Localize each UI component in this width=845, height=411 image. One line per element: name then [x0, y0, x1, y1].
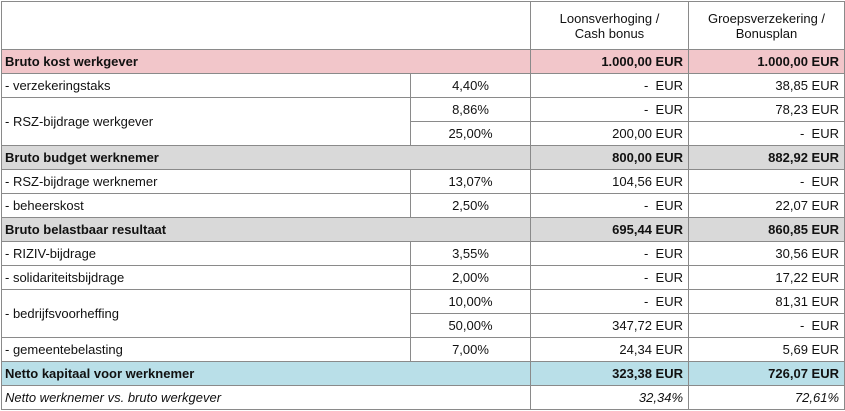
row-label: - beheerskost [1, 193, 411, 218]
loonsverhoging-value: - EUR [530, 241, 689, 266]
groepsverzekering-value: 860,85 EUR [688, 217, 845, 242]
loonsverhoging-value: 800,00 EUR [530, 145, 689, 170]
loonsverhoging-value: 1.000,00 EUR [530, 49, 689, 74]
percentage-value: 2,50% [410, 193, 531, 218]
section-row: Bruto budget werknemer 800,00 EUR 882,92 E… [1, 145, 845, 170]
percentage-value: 4,40% [410, 73, 531, 98]
loonsverhoging-value: 347,72 EUR [530, 313, 689, 338]
table-row: - RSZ-bijdrage werkgever 8,86% - EUR 78,23 … [1, 97, 845, 146]
percentage-value: 13,07% [410, 169, 531, 194]
groepsverzekering-value: 38,85 EUR [688, 73, 845, 98]
table-row: - RSZ-bijdrage werknemer 13,07% 104,56 EUR… [1, 169, 845, 194]
row-label: - solidariteitsbijdrage [1, 265, 411, 290]
percentage-value: 8,86% [410, 97, 531, 122]
ratio-row: Netto werknemer vs. bruto werkgever 32,34… [1, 385, 845, 410]
groepsverzekering-value: 17,22 EUR [688, 265, 845, 290]
row-label: Bruto budget werknemer [1, 145, 531, 170]
groepsverzekering-value: 81,31 EUR [688, 289, 845, 314]
loonsverhoging-value: - EUR [530, 289, 689, 314]
percentage-value: 25,00% [410, 121, 531, 146]
header-empty-cell [1, 1, 531, 50]
table-row: - gemeentebelasting 7,00% 24,34 EUR 5,69 EU… [1, 337, 845, 362]
groepsverzekering-value: 72,61% [688, 385, 845, 410]
groepsverzekering-value: 1.000,00 EUR [688, 49, 845, 74]
groepsverzekering-value: 22,07 EUR [688, 193, 845, 218]
table-row: - beheerskost 2,50% - EUR 22,07 EUR [1, 193, 845, 218]
section-row: Bruto belastbaar resultaat 695,44 EUR 860,… [1, 217, 845, 242]
loonsverhoging-value: 200,00 EUR [530, 121, 689, 146]
groepsverzekering-value: 882,92 EUR [688, 145, 845, 170]
row-label: - gemeentebelasting [1, 337, 411, 362]
loonsverhoging-value: - EUR [530, 193, 689, 218]
groepsverzekering-value: 30,56 EUR [688, 241, 845, 266]
percentage-value: 50,00% [410, 313, 531, 338]
table-row: - bedrijfsvoorheffing 10,00% - EUR 81,31 EU… [1, 289, 845, 338]
row-label: - RSZ-bijdrage werkgever [1, 97, 411, 146]
groepsverzekering-value: - EUR [688, 169, 845, 194]
table-row: - verzekeringstaks 4,40% - EUR 38,85 EUR [1, 73, 845, 98]
loonsverhoging-value: - EUR [530, 73, 689, 98]
row-label: Netto werknemer vs. bruto werkgever [1, 385, 531, 410]
table-row: - solidariteitsbijdrage 2,00% - EUR 17,22 E… [1, 265, 845, 290]
section-row: Netto kapitaal voor werknemer 323,38 EUR 7… [1, 361, 845, 386]
row-label: Bruto kost werkgever [1, 49, 531, 74]
percentage-value: 10,00% [410, 289, 531, 314]
row-label: - RIZIV-bijdrage [1, 241, 411, 266]
table-row: 50,00% 347,72 EUR - EUR [2, 313, 845, 338]
percentage-value: 7,00% [410, 337, 531, 362]
table-row: 25,00% 200,00 EUR - EUR [2, 121, 845, 146]
loonsverhoging-value: 32,34% [530, 385, 689, 410]
table-row: - RIZIV-bijdrage 3,55% - EUR 30,56 EUR [1, 241, 845, 266]
header-loonsverhoging: Loonsverhoging / Cash bonus [530, 1, 689, 50]
row-label: - RSZ-bijdrage werknemer [1, 169, 411, 194]
header-groepsverzekering: Groepsverzekering / Bonusplan [688, 1, 845, 50]
loonsverhoging-value: 24,34 EUR [530, 337, 689, 362]
row-label: Bruto belastbaar resultaat [1, 217, 531, 242]
groepsverzekering-value: 5,69 EUR [688, 337, 845, 362]
row-label: Netto kapitaal voor werknemer [1, 361, 531, 386]
loonsverhoging-value: 695,44 EUR [530, 217, 689, 242]
groepsverzekering-value: 78,23 EUR [688, 97, 845, 122]
loonsverhoging-value: - EUR [530, 265, 689, 290]
percentage-value: 2,00% [410, 265, 531, 290]
groepsverzekering-value: - EUR [688, 313, 845, 338]
groepsverzekering-value: - EUR [688, 121, 845, 146]
section-row: Bruto kost werkgever 1.000,00 EUR 1.000,00… [1, 49, 845, 74]
header-row: Loonsverhoging / Cash bonus Groepsverzek… [1, 1, 845, 50]
loonsverhoging-value: - EUR [530, 97, 689, 122]
row-label: - bedrijfsvoorheffing [1, 289, 411, 338]
groepsverzekering-value: 726,07 EUR [688, 361, 845, 386]
row-label: - verzekeringstaks [1, 73, 411, 98]
percentage-value: 3,55% [410, 241, 531, 266]
loonsverhoging-value: 323,38 EUR [530, 361, 689, 386]
loonsverhoging-value: 104,56 EUR [530, 169, 689, 194]
